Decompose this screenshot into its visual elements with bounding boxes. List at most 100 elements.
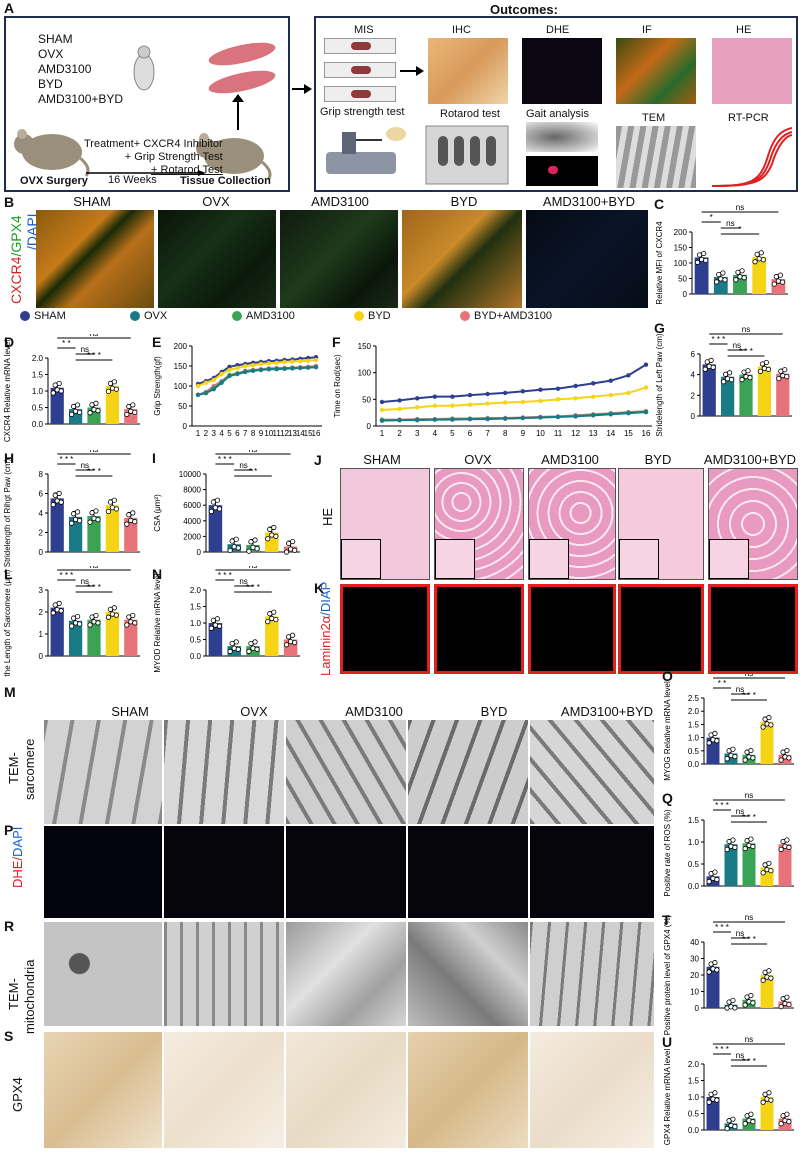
data-point [760,870,766,876]
series-point [379,407,385,413]
gpx4-ihc-byd [408,1032,528,1148]
series-line [381,386,647,411]
significance-label: * * * [715,801,729,810]
data-point [74,509,81,515]
outcome-rtpcr: RT-PCR [728,112,769,124]
y-tick-label: 0.0 [688,1126,700,1135]
series-point [485,416,490,422]
data-point [754,251,760,257]
significance-label: * * * [712,335,726,344]
chart-t: 0 10 20 30 40 Positive protein level of GPX4 … [663,913,794,1035]
data-point [760,1099,766,1105]
data-point [786,755,792,761]
y-tick-label: 20 [690,971,699,980]
significance-label: ns [81,577,89,586]
data-point [748,747,754,754]
data-point [233,536,239,542]
data-point [768,722,774,728]
laminin-image-byd [618,584,704,674]
data-point [748,836,754,842]
group-amd3100-byd: AMD3100+BYD [38,92,124,106]
data-point [766,968,772,974]
series-point [573,396,578,401]
y-tick-label: 0.5 [190,636,202,645]
y-axis-label: Grip Strength(gf) [153,356,162,416]
data-point [56,490,62,496]
series-point [503,390,508,396]
series-point [538,398,543,404]
data-point [778,1121,784,1127]
data-point [285,540,292,547]
data-point [750,843,756,850]
grip-device-icon [326,127,406,174]
data-point [752,259,758,265]
arrow-up-icon [232,94,244,130]
laminin-image-sham [340,584,430,674]
panel-label-s: S [4,1028,14,1044]
bar [739,374,753,416]
legend-swatch [20,311,30,321]
data-point [56,380,62,387]
data-point [741,275,747,281]
data-point [292,547,298,553]
label-dapi-p: DAPI [10,826,25,857]
series-point [591,394,596,399]
data-point [703,257,709,263]
data-point [760,724,766,730]
data-point [69,623,75,629]
data-point [771,281,777,287]
series-point [250,368,256,373]
data-point [130,510,136,516]
chart-u: 0.0 0.5 1.0 1.5 2.0 GPX4 Relative mRNA level *… [663,1035,794,1145]
bar [778,1118,792,1130]
series-point [397,406,402,412]
y-axis-label: Stridelength of Left Paw (cm) [655,333,664,436]
y-tick-label: 0 [183,422,188,431]
series-point [227,364,232,369]
data-point [730,1116,736,1122]
x-tick-label: 2 [397,429,402,438]
data-point [737,274,743,280]
data-point [58,608,64,614]
y-tick-label: 2 [691,391,696,400]
data-point [739,377,745,383]
panel-label-j: J [314,452,322,468]
col-amd3100: AMD3100 [345,704,403,719]
data-point [716,271,722,278]
bar [87,619,101,656]
series-point [282,366,287,371]
significance-label: * * [718,679,726,688]
y-axis-label: MYOD Relative mRNA level [153,573,162,672]
mis-slide [324,62,396,78]
bar [105,612,120,656]
he-thumbnail [712,38,792,104]
panel-label-m: M [4,684,16,700]
y-tick-label: 0.5 [688,860,700,869]
bar [724,753,738,764]
data-point [290,632,296,638]
bar [227,646,241,656]
tem-sarcomere-byd [408,720,528,824]
data-point [778,757,784,763]
bar [265,616,279,656]
label-gpx4: /GPX4 [8,215,24,257]
series-point [258,367,264,373]
label-diap: /DIAP [318,581,333,616]
y-tick-label: 6 [691,350,696,359]
bar [208,623,223,656]
y-tick-label: 1.0 [688,734,700,743]
y-tick-label: 2 [39,529,44,538]
legend-swatch [232,311,242,321]
legend-label: BYD [368,310,391,322]
series-point [203,380,209,385]
data-point [750,1119,756,1125]
significance-label: ns [239,461,247,470]
data-point [214,616,221,622]
y-tick-label: 2.0 [688,707,700,716]
data-point [87,519,93,525]
y-tick-label: 4000 [183,517,201,526]
tem-sarcomere-sham [44,720,162,824]
legend-swatch [130,311,140,321]
outcome-he: HE [736,24,752,36]
x-tick-label: 2 [204,429,209,438]
